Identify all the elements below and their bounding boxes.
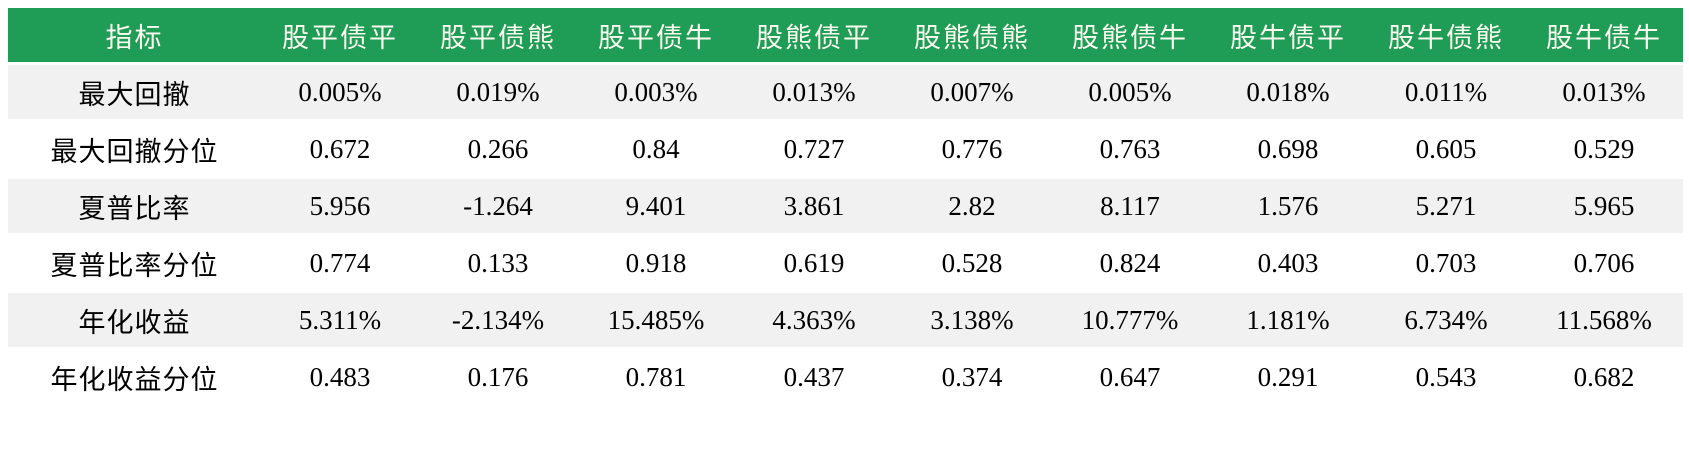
column-header: 股平债熊 [440,22,556,53]
cell-value: 4.363% [772,304,856,335]
cell-value: 0.007% [930,76,1014,107]
row-label: 最大回撤 [78,79,191,110]
column-header: 股牛债平 [1230,22,1346,53]
cell-value: 0.018% [1246,76,1330,107]
table-row: 最大回撤分位 0.672 0.266 0.84 0.727 0.776 0.763 0.698… [8,122,1683,176]
cell-value: 0.003% [614,76,698,107]
cell-value: 0.266 [467,133,529,164]
cell-value: 5.965 [1573,190,1635,221]
column-header: 股平债平 [282,22,398,53]
row-label: 年化收益分位 [50,364,219,395]
cell-value: -2.134% [451,304,545,335]
table-row: 年化收益 5.311% -2.134% 15.485% 4.363% 3.138% 10.7… [8,293,1683,347]
cell-value: 0.619 [783,247,845,278]
cell-value: 5.271 [1415,190,1477,221]
cell-value: 0.374 [941,361,1003,392]
cell-value: 0.703 [1415,247,1477,278]
cell-value: 0.672 [309,133,371,164]
cell-value: 15.485% [607,304,705,335]
cell-value: 0.781 [625,361,687,392]
column-header: 股熊债熊 [914,22,1030,53]
row-label: 最大回撤分位 [50,136,219,167]
table-row: 最大回撤 0.005% 0.019% 0.003% 0.013% 0.007% 0.005%… [8,65,1683,119]
cell-value: 0.005% [298,76,382,107]
cell-value: 1.181% [1246,304,1330,335]
column-header: 股平债牛 [598,22,714,53]
table-body: 最大回撤 0.005% 0.019% 0.003% 0.013% 0.007% 0.005%… [8,65,1683,404]
cell-value: 9.401 [625,190,687,221]
cell-value: 0.84 [632,133,680,164]
cell-value: 0.528 [941,247,1003,278]
row-label: 夏普比率 [78,193,191,224]
column-header: 股牛债牛 [1546,22,1662,53]
cell-value: 10.777% [1081,304,1179,335]
table-header-row: 指标 股平债平 股平债熊 股平债牛 股熊债平 股熊债熊 股熊债牛 股牛债平 股牛… [8,8,1683,62]
table-row: 年化收益分位 0.483 0.176 0.781 0.437 0.374 0.647 0.29… [8,350,1683,404]
cell-value: -1.264 [463,190,533,221]
cell-value: 0.543 [1415,361,1477,392]
cell-value: 0.437 [783,361,845,392]
cell-value: 0.013% [772,76,856,107]
cell-value: 5.311% [298,304,382,335]
cell-value: 0.013% [1562,76,1646,107]
column-header: 股牛债熊 [1388,22,1504,53]
table-container: 指标 股平债平 股平债熊 股平债牛 股熊债平 股熊债熊 股熊债牛 股牛债平 股牛… [8,5,1683,407]
cell-value: 5.956 [309,190,371,221]
cell-value: 0.291 [1257,361,1319,392]
cell-value: 6.734% [1404,304,1488,335]
cell-value: 0.727 [783,133,845,164]
cell-value: 0.403 [1257,247,1319,278]
cell-value: 3.861 [783,190,845,221]
table-row: 夏普比率 5.956 -1.264 9.401 3.861 2.82 8.117 1.576 5… [8,179,1683,233]
column-header: 股熊债平 [756,22,872,53]
cell-value: 0.824 [1099,247,1161,278]
cell-value: 0.019% [456,76,540,107]
cell-value: 0.647 [1099,361,1161,392]
cell-value: 0.774 [309,247,371,278]
column-header-indicator: 指标 [105,22,164,53]
row-label: 年化收益 [78,307,191,338]
cell-value: 0.483 [309,361,371,392]
cell-value: 0.706 [1573,247,1635,278]
cell-value: 0.011% [1404,76,1488,107]
cell-value: 0.176 [467,361,529,392]
scenario-metrics-table: 指标 股平债平 股平债熊 股平债牛 股熊债平 股熊债熊 股熊债牛 股牛债平 股牛… [8,5,1683,407]
cell-value: 11.568% [1556,304,1652,335]
cell-value: 3.138% [930,304,1014,335]
cell-value: 1.576 [1257,190,1319,221]
column-header: 股熊债牛 [1072,22,1188,53]
row-label: 夏普比率分位 [50,250,219,281]
cell-value: 2.82 [948,190,996,221]
cell-value: 0.529 [1573,133,1635,164]
cell-value: 0.763 [1099,133,1161,164]
cell-value: 0.605 [1415,133,1477,164]
cell-value: 0.682 [1573,361,1635,392]
cell-value: 0.133 [467,247,529,278]
cell-value: 0.005% [1088,76,1172,107]
cell-value: 8.117 [1100,190,1160,221]
table-row: 夏普比率分位 0.774 0.133 0.918 0.619 0.528 0.824 0.40… [8,236,1683,290]
cell-value: 0.918 [625,247,687,278]
cell-value: 0.776 [941,133,1003,164]
cell-value: 0.698 [1257,133,1319,164]
